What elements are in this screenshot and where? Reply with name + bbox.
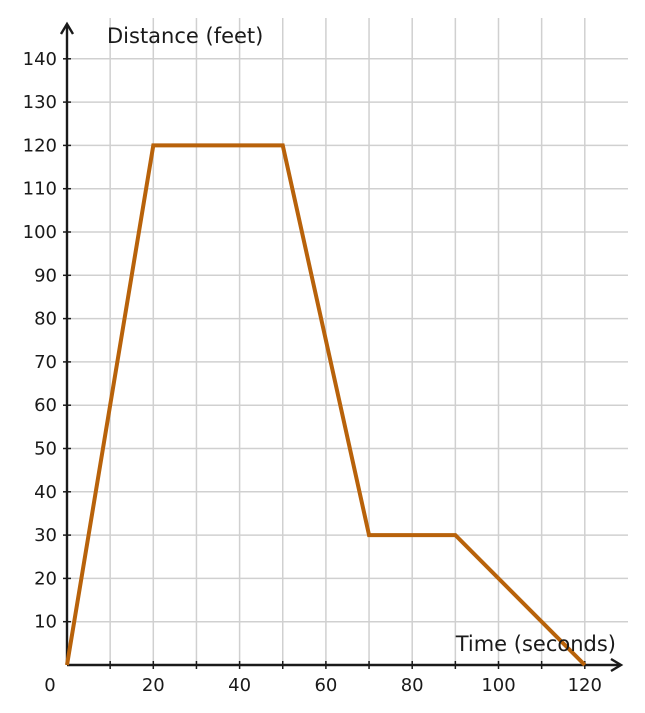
y-axis-title: Distance (feet) (107, 24, 263, 48)
y-tick-label-130: 130 (23, 92, 57, 113)
y-tick-label-70: 70 (34, 352, 57, 373)
chart-tick-labels: 0 20 40 60 80 100 120 10 20 30 40 50 60 70 80 90 100 110 1… (23, 49, 602, 696)
y-tick-label-90: 90 (34, 265, 57, 286)
x-axis-title: Time (seconds) (455, 632, 616, 656)
x-tick-label-20: 20 (142, 675, 165, 696)
y-tick-label-120: 120 (23, 135, 57, 156)
x-tick-label-40: 40 (228, 675, 251, 696)
y-tick-label-10: 10 (34, 612, 57, 633)
y-tick-label-60: 60 (34, 395, 57, 416)
x-tick-label-60: 60 (314, 675, 337, 696)
y-tick-label-100: 100 (23, 222, 57, 243)
series-line-0 (65, 143, 587, 667)
y-tick-label-50: 50 (34, 439, 57, 460)
chart-ticks (63, 58, 586, 669)
y-tick-label-20: 20 (34, 568, 57, 589)
y-tick-label-40: 40 (34, 482, 57, 503)
y-tick-label-140: 140 (23, 49, 57, 70)
x-axis-arrow-icon (610, 657, 624, 673)
chart-grid (67, 18, 628, 665)
chart-series (65, 143, 587, 667)
x-tick-label-0: 0 (44, 675, 55, 696)
y-tick-label-30: 30 (34, 525, 57, 546)
x-tick-label-120: 120 (568, 675, 602, 696)
x-tick-label-100: 100 (481, 675, 515, 696)
chart-axes (59, 21, 624, 673)
y-axis-arrow-icon (59, 21, 75, 35)
x-tick-label-80: 80 (401, 675, 424, 696)
y-tick-label-110: 110 (23, 179, 57, 200)
y-tick-label-80: 80 (34, 309, 57, 330)
